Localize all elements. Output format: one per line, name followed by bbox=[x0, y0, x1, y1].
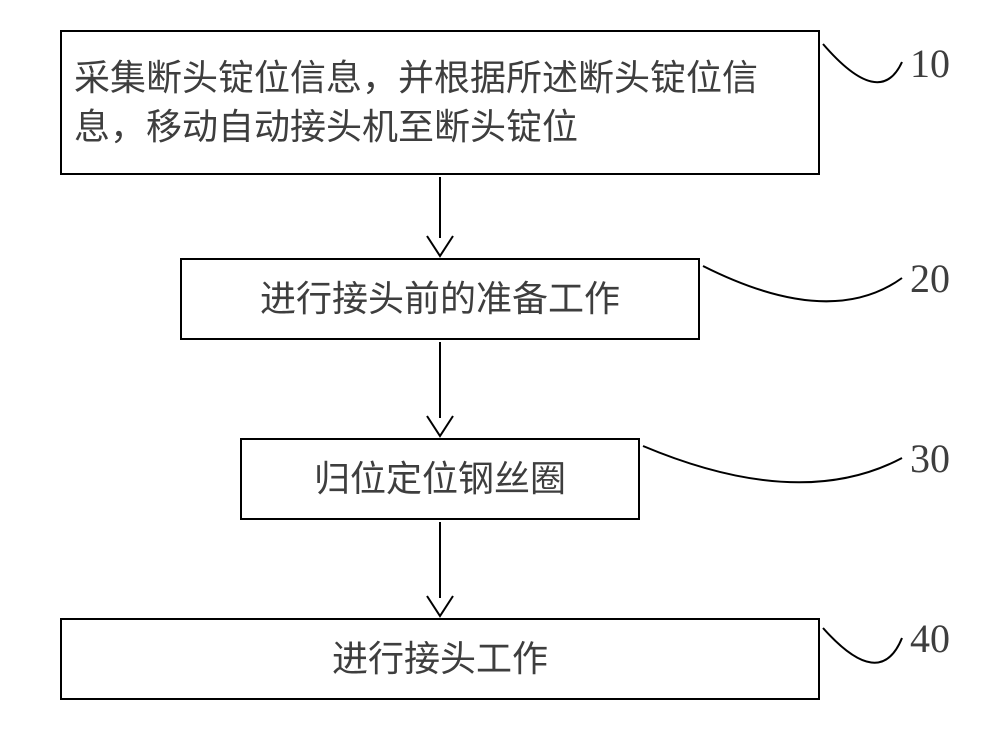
flow-arrow-2 bbox=[0, 0, 1000, 753]
